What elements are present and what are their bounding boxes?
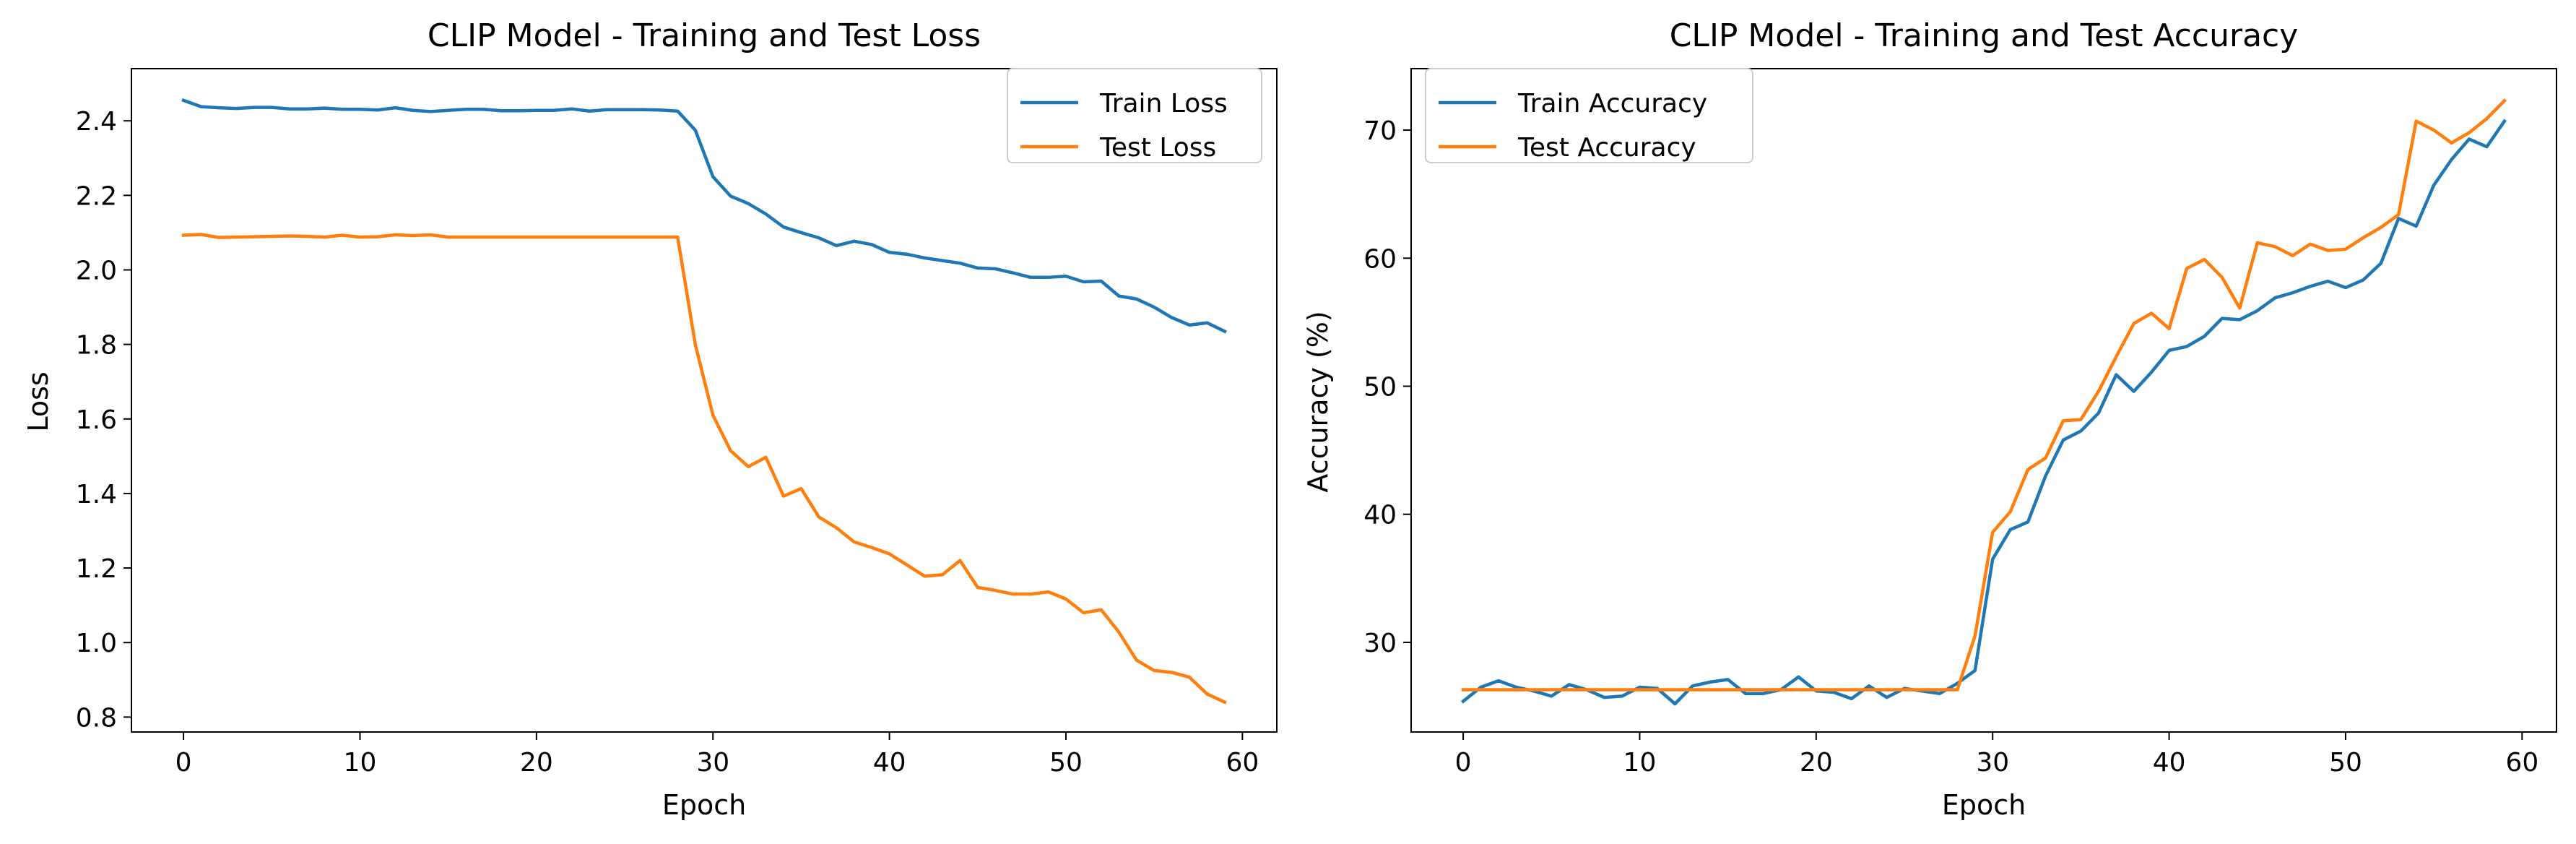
y-tick-label: 1.8 xyxy=(76,331,117,361)
legend-label: Train Loss xyxy=(1099,89,1228,119)
x-tick-label: 40 xyxy=(873,748,906,778)
legend: Train Loss Test Loss xyxy=(1007,68,1262,163)
legend-label: Test Loss xyxy=(1099,133,1216,163)
x-tick-label: 20 xyxy=(520,748,553,778)
x-tick-label: 10 xyxy=(344,748,377,778)
x-tick-label: 30 xyxy=(696,748,729,778)
y-tick-label: 30 xyxy=(1363,629,1397,658)
loss-chart: CLIP Model - Training and Test Loss 0 10 2… xyxy=(22,17,1278,821)
legend-label: Test Accuracy xyxy=(1517,133,1696,163)
x-tick-label: 50 xyxy=(1049,748,1083,778)
y-tick-label: 50 xyxy=(1363,373,1397,402)
y-tick-label: 2.2 xyxy=(76,181,117,211)
y-tick-label: 2.0 xyxy=(76,256,117,285)
plot-area: 0 10 20 30 40 50 60 30 40 50 60 70 xyxy=(1363,68,2557,778)
y-tick-label: 70 xyxy=(1363,116,1397,146)
y-tick-label: 1.2 xyxy=(76,554,117,584)
legend: Train Accuracy Test Accuracy xyxy=(1425,68,1753,163)
y-tick-label: 40 xyxy=(1363,501,1397,530)
series-line-test-loss xyxy=(181,233,1227,705)
x-tick-label: 0 xyxy=(1455,748,1472,778)
series-line-train-loss xyxy=(181,98,1227,334)
legend-label: Train Accuracy xyxy=(1517,89,1707,119)
x-tick-label: 20 xyxy=(1800,748,1833,778)
legend-box xyxy=(1007,68,1262,163)
y-tick-label: 0.8 xyxy=(76,703,117,733)
x-tick-label: 0 xyxy=(175,748,192,778)
y-tick-label: 60 xyxy=(1363,244,1397,274)
x-tick-label: 40 xyxy=(2153,748,2186,778)
x-tick-label: 10 xyxy=(1623,748,1657,778)
chart-title: CLIP Model - Training and Test Loss xyxy=(428,17,981,54)
axes-frame xyxy=(131,68,1278,733)
y-axis-label: Loss xyxy=(22,371,54,431)
x-tick-label: 30 xyxy=(1976,748,2009,778)
x-tick-label: 50 xyxy=(2329,748,2362,778)
plot-area: 0 10 20 30 40 50 60 0.8 1.0 1.2 1.4 1.6 1.8 2.0 2.2 2.4 xyxy=(76,68,1278,778)
x-axis-label: Epoch xyxy=(662,789,746,821)
accuracy-chart: CLIP Model - Training and Test Accuracy … xyxy=(1302,17,2557,821)
x-tick-label: 60 xyxy=(1226,748,1259,778)
series-line-test-accuracy xyxy=(1461,98,2507,692)
y-axis-label: Accuracy (%) xyxy=(1302,311,1334,492)
y-tick-label: 1.0 xyxy=(76,629,117,658)
chart-title: CLIP Model - Training and Test Accuracy xyxy=(1670,17,2299,54)
legend-box xyxy=(1425,68,1753,163)
axes-frame xyxy=(1410,68,2557,733)
x-axis-label: Epoch xyxy=(1942,789,2026,821)
y-tick-label: 1.6 xyxy=(76,405,117,435)
y-tick-label: 2.4 xyxy=(76,107,117,137)
y-tick-label: 1.4 xyxy=(76,480,117,509)
x-tick-label: 60 xyxy=(2505,748,2538,778)
